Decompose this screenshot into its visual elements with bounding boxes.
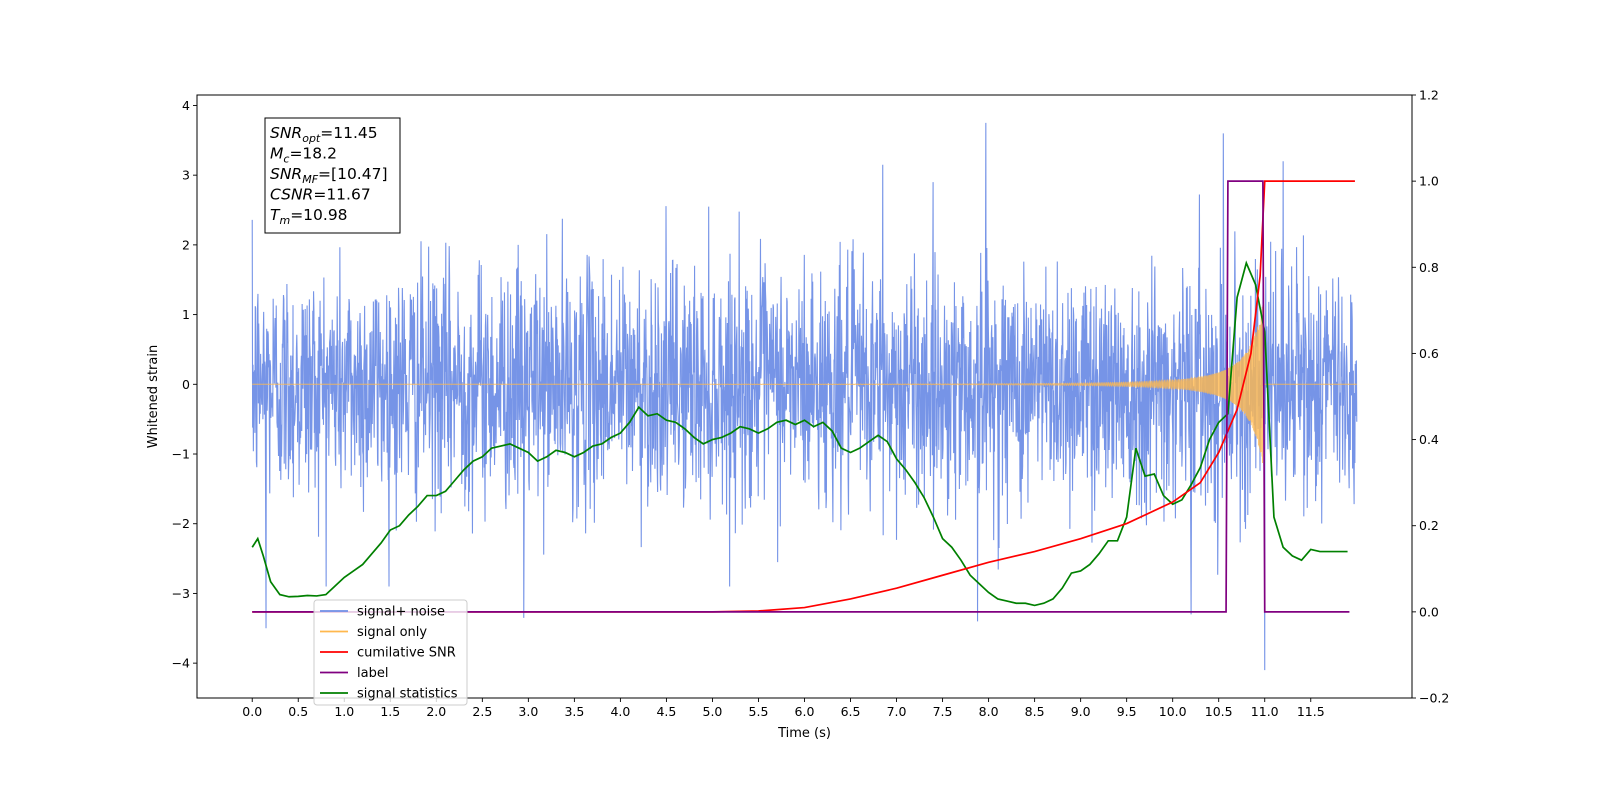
- x-axis-label: Time (s): [777, 726, 831, 741]
- x-tick-label: 11.0: [1251, 704, 1279, 719]
- x-tick-label: 4.0: [610, 704, 630, 719]
- legend-label: cumilative SNR: [357, 646, 456, 661]
- y-tick-label: −4: [172, 656, 190, 671]
- annotation-line: SNRopt=11.45: [270, 124, 378, 145]
- annotation-line: CSNR=11.67: [270, 186, 371, 204]
- signal-noise-series: [251, 122, 1358, 671]
- x-tick-label: 9.5: [1117, 704, 1137, 719]
- label-series: [252, 180, 1350, 613]
- annotation-line: Tm=10.98: [270, 206, 348, 227]
- x-tick-label: 2.5: [472, 704, 492, 719]
- x-tick-label: 4.5: [656, 704, 676, 719]
- legend: signal+ noise signal only cumilative SNR la…: [313, 599, 468, 706]
- x-tick-label: 6.0: [795, 704, 815, 719]
- legend-label: signal+ noise: [357, 605, 445, 620]
- signal-only-series: [252, 305, 1357, 464]
- annotation-frame: [264, 117, 401, 234]
- x-tick-label: 1.5: [380, 704, 400, 719]
- y2-tick-label: 0.2: [1419, 518, 1439, 533]
- x-tick-label: 2.0: [426, 704, 446, 719]
- y2-tick-label: 1.2: [1419, 88, 1439, 103]
- legend-label: signal statistics: [357, 687, 458, 702]
- legend-label: label: [357, 666, 388, 681]
- y2-tick-label: −0.2: [1419, 691, 1449, 706]
- y-tick-label: −2: [172, 516, 190, 531]
- y2-tick-label: 0.8: [1419, 260, 1439, 275]
- x-tick-label: 11.5: [1297, 704, 1325, 719]
- x-tick-label: 10.5: [1205, 704, 1233, 719]
- x-tick-label: 5.0: [703, 704, 723, 719]
- annotation-line: Mc=18.2: [270, 145, 337, 166]
- x-tick-label: 8.5: [1025, 704, 1045, 719]
- y-tick-label: −3: [172, 586, 190, 601]
- signal-statistics-line: [251, 260, 1348, 607]
- signal-statistics-series: [251, 260, 1348, 607]
- y2-tick-label: 0.4: [1419, 432, 1439, 447]
- y-axis-left: −4 −3 −2 −1 0 1 2 3 4: [172, 98, 197, 671]
- y-tick-label: −1: [172, 447, 190, 462]
- y-tick-label: 3: [182, 168, 190, 183]
- x-tick-label: 3.5: [564, 704, 584, 719]
- y-tick-label: 2: [182, 237, 190, 252]
- parameter-annotation-box: SNRopt=11.45Mc=18.2SNRMF=[10.47]CSNR=11.…: [264, 117, 401, 234]
- legend-label: signal only: [357, 625, 427, 640]
- y-axis-label: Whitened strain: [146, 345, 161, 448]
- y-axis-right: −0.2 0.0 0.2 0.4 0.6 0.8 1.0 1.2: [1412, 88, 1449, 706]
- y-tick-label: 0: [182, 377, 190, 392]
- y2-tick-label: 1.0: [1419, 174, 1439, 189]
- x-tick-label: 10.0: [1159, 704, 1187, 719]
- annotation-line: SNRMF=[10.47]: [270, 165, 388, 186]
- y-tick-label: 4: [182, 98, 190, 113]
- x-tick-label: 0.0: [242, 704, 262, 719]
- signal-noise-line: [251, 122, 1358, 671]
- y2-tick-label: 0.6: [1419, 346, 1439, 361]
- x-tick-label: 9.0: [1071, 704, 1091, 719]
- y-tick-label: 1: [182, 307, 190, 322]
- x-tick-label: 6.5: [841, 704, 861, 719]
- x-tick-label: 7.0: [887, 704, 907, 719]
- y2-tick-label: 0.0: [1419, 604, 1439, 619]
- legend-frame: [313, 599, 468, 706]
- cumulative-snr-series: [252, 180, 1355, 613]
- x-tick-label: 5.5: [749, 704, 769, 719]
- x-tick-label: 1.0: [334, 704, 354, 719]
- x-axis: 0.0 0.5 1.0 1.5 2.0 2.5 3.0 3.5 4.0 4.5 5.0 5.5 6.0 6…: [242, 698, 1325, 719]
- label-line: [252, 180, 1350, 613]
- x-tick-label: 8.0: [979, 704, 999, 719]
- signal-only-line: [252, 305, 1357, 464]
- x-tick-label: 7.5: [933, 704, 953, 719]
- cumulative-snr-line: [252, 180, 1355, 613]
- x-tick-label: 0.5: [288, 704, 308, 719]
- x-tick-label: 3.0: [518, 704, 538, 719]
